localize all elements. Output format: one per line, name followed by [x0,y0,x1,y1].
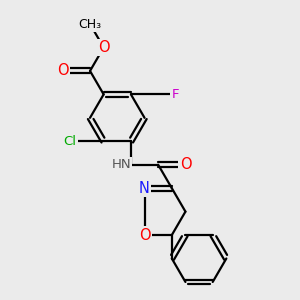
Text: F: F [172,88,179,101]
Text: N: N [139,181,150,196]
Text: Cl: Cl [63,135,76,148]
Text: O: O [139,228,150,243]
Text: CH₃: CH₃ [79,17,102,31]
Text: O: O [180,157,191,172]
Text: O: O [98,40,109,55]
Text: O: O [57,63,69,78]
Text: HN: HN [111,158,131,171]
